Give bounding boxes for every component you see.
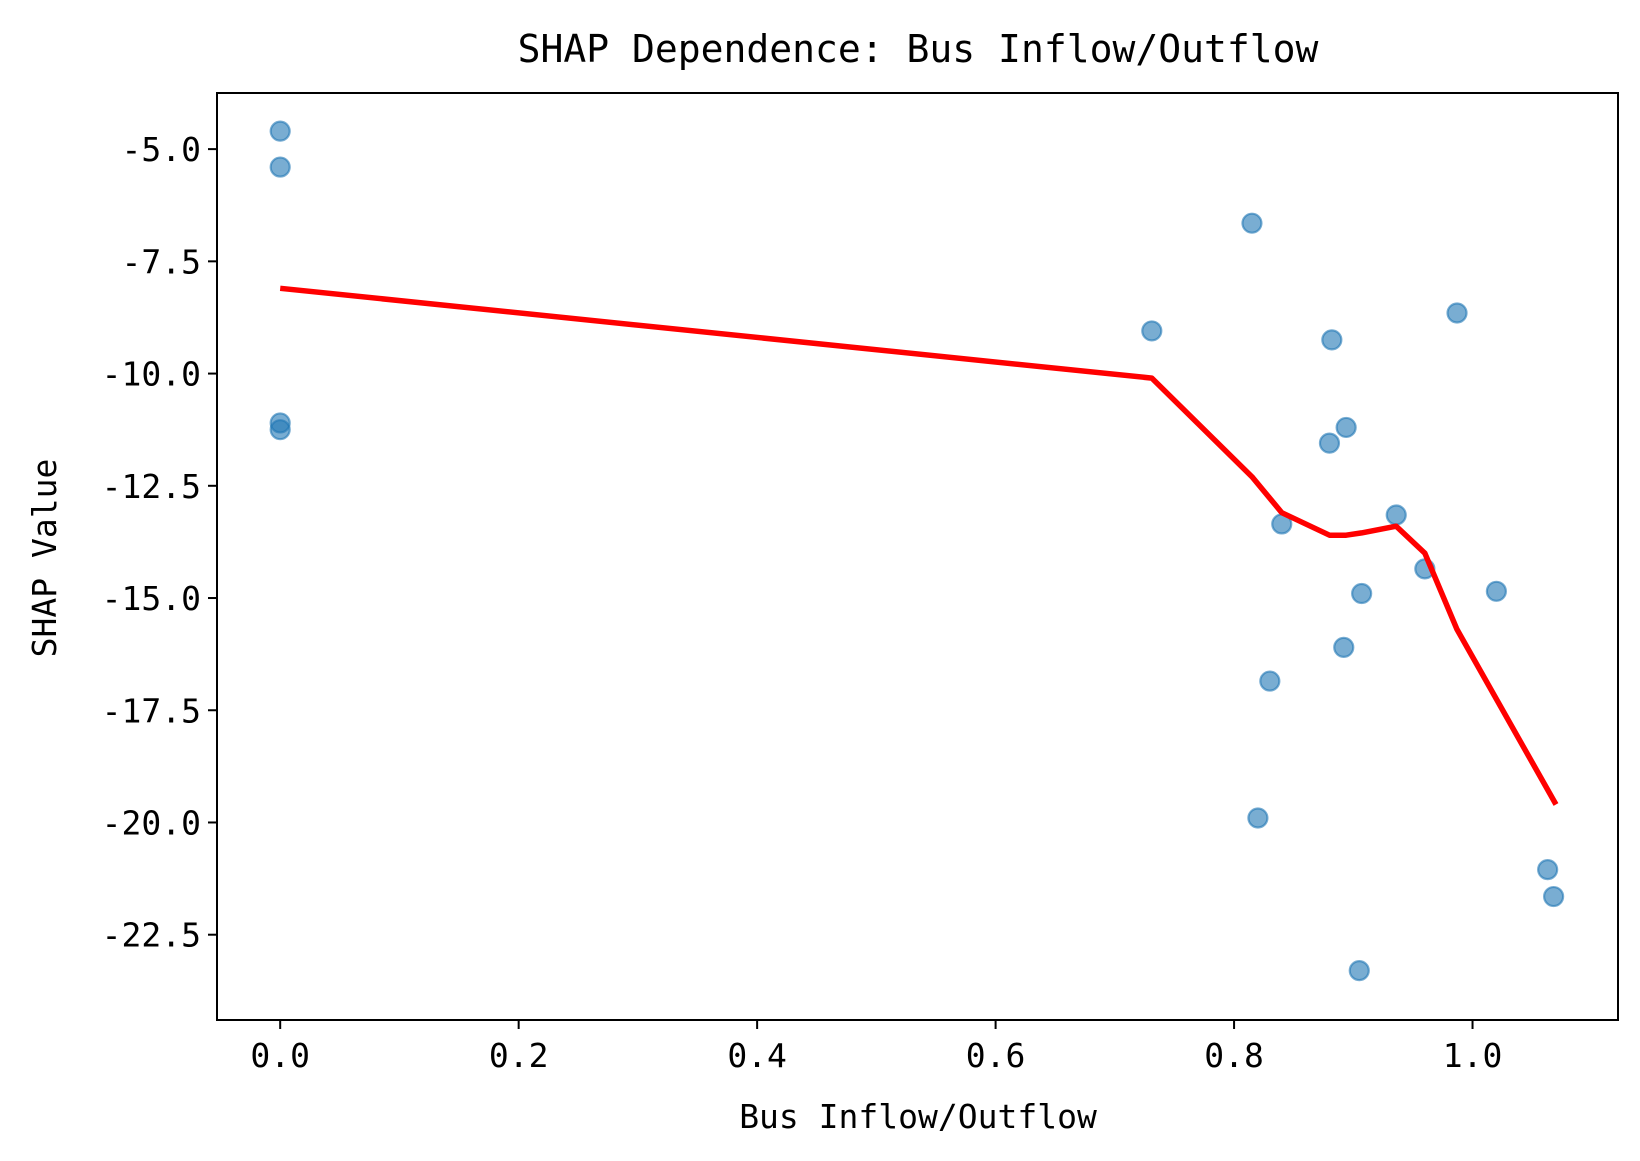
chart-title: SHAP Dependence: Bus Inflow/Outflow — [518, 27, 1319, 71]
x-tick-label: 0.4 — [727, 1036, 787, 1075]
y-tick-label: -12.5 — [102, 467, 201, 506]
scatter-point — [1351, 582, 1373, 605]
scatter-point — [269, 120, 291, 142]
scatter-point — [1385, 504, 1407, 526]
scatter-point — [1318, 432, 1341, 454]
axis-ticks: 0.0 0.2 0.4 0.6 0.8 1.0 -5.0 -7.5 -10.0 -12.5 -15.… — [102, 130, 1503, 1075]
y-tick-label: -20.0 — [102, 803, 201, 842]
scatter-point — [1241, 212, 1263, 234]
scatter-point — [1348, 960, 1370, 982]
scatter-point — [1335, 416, 1357, 439]
plot-area — [269, 120, 1565, 982]
scatter-point — [1537, 859, 1559, 881]
scatter-point — [1446, 302, 1468, 324]
x-tick-label: 0.6 — [966, 1036, 1026, 1075]
y-tick-label: -15.0 — [102, 579, 201, 618]
y-tick-label: -10.0 — [102, 355, 201, 394]
scatter-point — [1259, 670, 1281, 692]
scatter-point — [1141, 320, 1163, 342]
scatter-point — [1321, 329, 1343, 351]
y-tick-label: -7.5 — [122, 242, 201, 281]
plot-frame — [216, 92, 1619, 1021]
scatter-point — [269, 156, 291, 178]
y-axis-label: SHAP Value — [25, 459, 64, 658]
trend-line — [279, 285, 1559, 806]
x-tick-label: 0.8 — [1204, 1036, 1264, 1075]
y-tick-label: -17.5 — [102, 691, 201, 730]
scatter-point — [1333, 636, 1355, 659]
x-tick-label: 0.0 — [250, 1036, 310, 1075]
scatter-point — [1543, 885, 1565, 908]
scatter-point — [1485, 580, 1507, 602]
y-tick-label: -5.0 — [122, 130, 201, 169]
scatter-point — [269, 419, 291, 441]
x-tick-label: 1.0 — [1443, 1036, 1503, 1075]
y-tick-label: -22.5 — [102, 916, 201, 955]
x-tick-label: 0.2 — [489, 1036, 549, 1075]
x-axis-label: Bus Inflow/Outflow — [739, 1097, 1097, 1136]
scatter-point — [1247, 807, 1269, 829]
